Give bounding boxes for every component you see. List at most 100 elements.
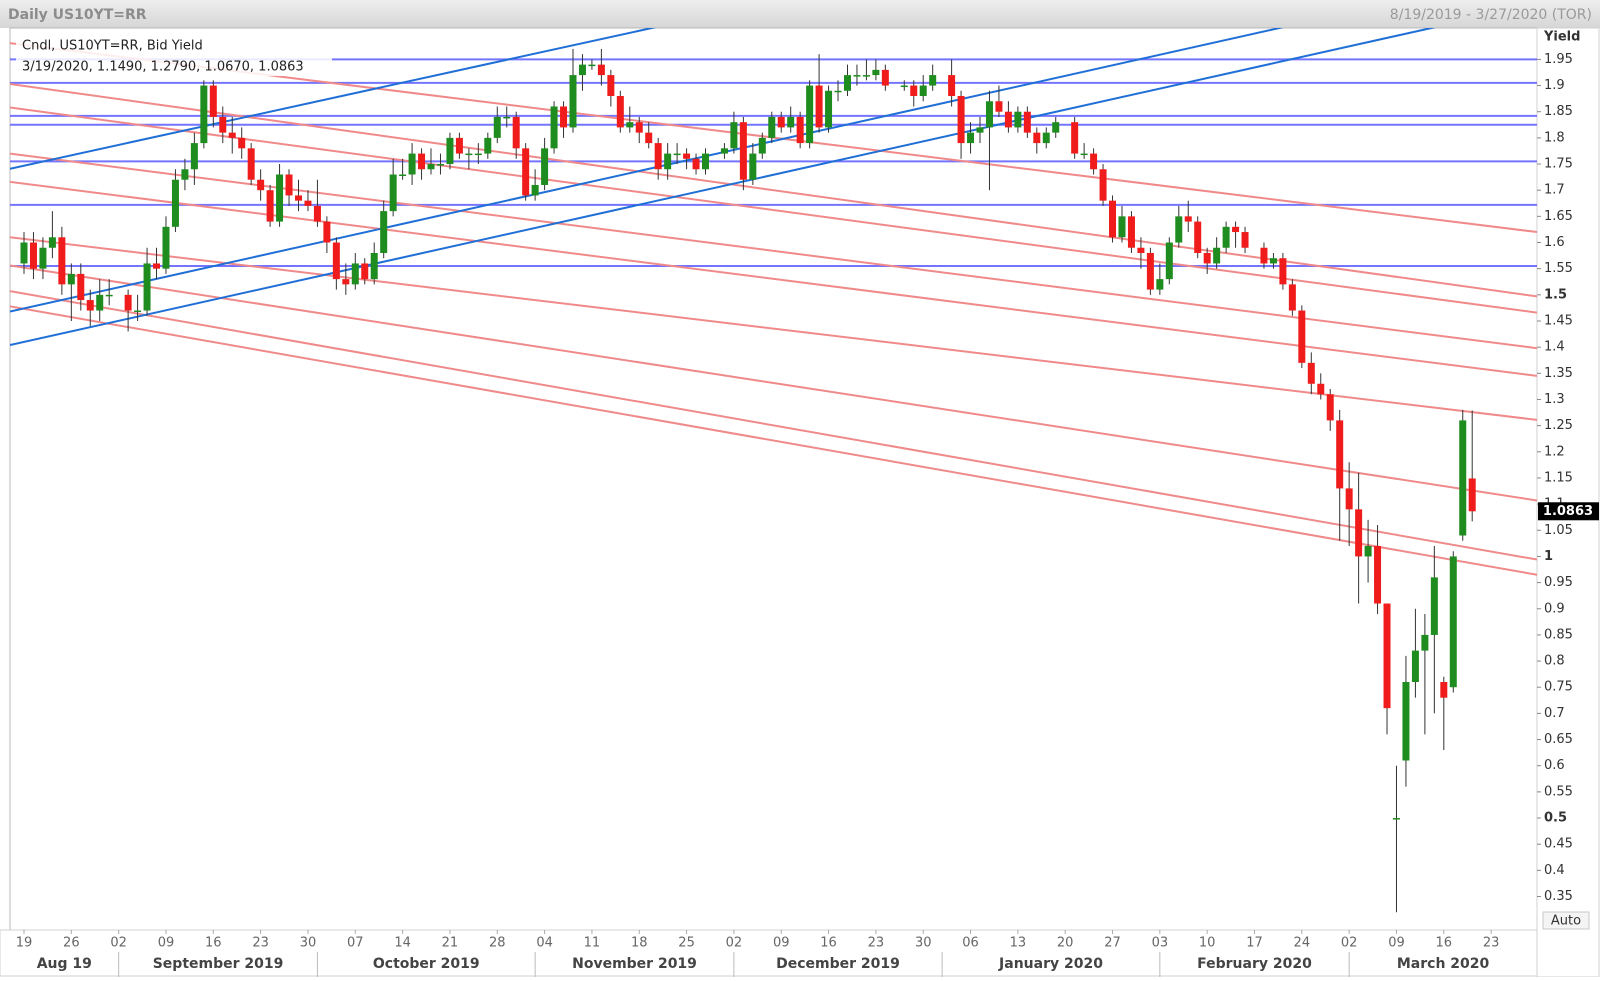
- y-tick-label: 1.4: [1544, 340, 1565, 355]
- candle-body: [1279, 258, 1287, 285]
- candle-body: [531, 184, 539, 196]
- candle-body: [418, 153, 426, 170]
- candle-body: [1374, 545, 1382, 604]
- candle-body: [1298, 310, 1306, 363]
- scale-mode-button[interactable]: [1542, 911, 1590, 930]
- plot-area: [9, 27, 1538, 931]
- candle-body: [843, 75, 851, 91]
- candle-body: [749, 153, 757, 180]
- candle-body: [143, 263, 151, 311]
- y-tick-label: 0.8: [1544, 654, 1565, 669]
- candle-body: [550, 106, 558, 149]
- x-tick-label: 06: [962, 936, 979, 951]
- candle-body: [739, 122, 747, 180]
- last-price-label: 1.0863: [1543, 504, 1593, 519]
- legend-ohlc: 3/19/2020, 1.1490, 1.2790, 1.0670, 1.086…: [22, 60, 304, 75]
- candle-body: [645, 132, 653, 144]
- x-tick-label: 17: [1246, 936, 1263, 951]
- y-tick-label: 0.85: [1544, 627, 1573, 642]
- y-tick-label: 1.3: [1544, 392, 1565, 407]
- candle-body: [200, 85, 208, 144]
- y-axis-title: Yield: [1543, 30, 1580, 45]
- candle-body: [342, 279, 350, 285]
- candle-body: [1014, 111, 1022, 128]
- candle-body: [635, 122, 643, 133]
- candle-body: [1109, 200, 1117, 238]
- x-tick-label: 23: [252, 936, 269, 951]
- month-label: November 2019: [572, 956, 697, 972]
- candle-body: [48, 237, 56, 248]
- candle-body: [1127, 216, 1135, 248]
- candle-body: [1165, 242, 1173, 280]
- x-tick-label: 14: [394, 936, 411, 951]
- candle-body: [1137, 247, 1145, 253]
- candle-body: [1355, 509, 1363, 557]
- candle-body: [257, 179, 265, 191]
- candle-body: [1392, 818, 1400, 820]
- candle-body: [1288, 284, 1296, 311]
- candle-body: [985, 101, 993, 128]
- y-tick-label: 1.95: [1544, 52, 1573, 67]
- candle-body: [1430, 577, 1438, 635]
- candle-body: [323, 221, 331, 243]
- month-label: October 2019: [373, 956, 480, 972]
- candle-body: [569, 75, 577, 128]
- candle-body: [806, 85, 814, 144]
- candle-body: [446, 137, 454, 165]
- date-range: 8/19/2019 - 3/27/2020 (TOR): [1390, 7, 1592, 23]
- candle-body: [351, 263, 359, 285]
- candle-body: [1421, 634, 1429, 651]
- candle-body: [190, 143, 198, 170]
- y-tick-label: 1.25: [1544, 418, 1573, 433]
- candle-body: [313, 205, 321, 222]
- candle-body: [787, 116, 795, 128]
- x-tick-label: 16: [205, 936, 222, 951]
- candle-body: [1364, 545, 1372, 557]
- candle-body: [1468, 478, 1476, 512]
- y-tick-label: 0.9: [1544, 601, 1565, 616]
- candle-body: [1383, 603, 1391, 709]
- last-price-tag: [1538, 502, 1599, 521]
- x-tick-label: 28: [489, 936, 506, 951]
- candle-body: [228, 132, 236, 138]
- candle-body: [1440, 682, 1448, 698]
- y-tick-label: 0.6: [1544, 758, 1565, 773]
- candle-body: [1004, 111, 1012, 128]
- candle-body: [541, 148, 549, 185]
- x-tick-label: 09: [773, 936, 790, 951]
- x-tick-label: 18: [631, 936, 648, 951]
- candle-body: [1260, 247, 1268, 264]
- candle-body: [1203, 252, 1211, 264]
- y-tick-label: 0.7: [1544, 706, 1565, 721]
- candle-body: [673, 153, 681, 156]
- candle-body: [815, 85, 823, 128]
- candle-body: [493, 116, 501, 138]
- candle-body: [1411, 650, 1419, 683]
- scale-mode[interactable]: Auto: [1551, 914, 1581, 929]
- month-label: January 2020: [998, 956, 1103, 972]
- candle-body: [1156, 279, 1164, 290]
- candle-body: [171, 179, 179, 227]
- candle-body: [976, 127, 984, 133]
- candle-body: [692, 158, 700, 170]
- candle-body: [39, 247, 47, 269]
- candle-body: [825, 90, 833, 128]
- candle-body: [332, 242, 340, 280]
- candle-body: [465, 153, 473, 156]
- axis-layer: 0.35 0.4 0.45 0.5 0.55 0.6 0.65 0.7 0.75 0.8 0.85 0…: [16, 52, 1599, 977]
- candle-body: [484, 137, 492, 154]
- candle-body: [702, 153, 710, 170]
- x-tick-label: 30: [300, 936, 317, 951]
- candle-body: [522, 148, 530, 196]
- down-trendline: [10, 236, 1537, 421]
- candle-body: [105, 294, 113, 297]
- candle-body: [209, 85, 217, 117]
- candle-body: [948, 75, 956, 97]
- x-tick-label: 19: [16, 936, 33, 951]
- candle-body: [768, 116, 776, 138]
- y-tick-label: 0.4: [1544, 863, 1565, 878]
- candle-body: [512, 116, 520, 149]
- candle-body: [834, 90, 842, 93]
- x-tick-label: 02: [110, 936, 127, 951]
